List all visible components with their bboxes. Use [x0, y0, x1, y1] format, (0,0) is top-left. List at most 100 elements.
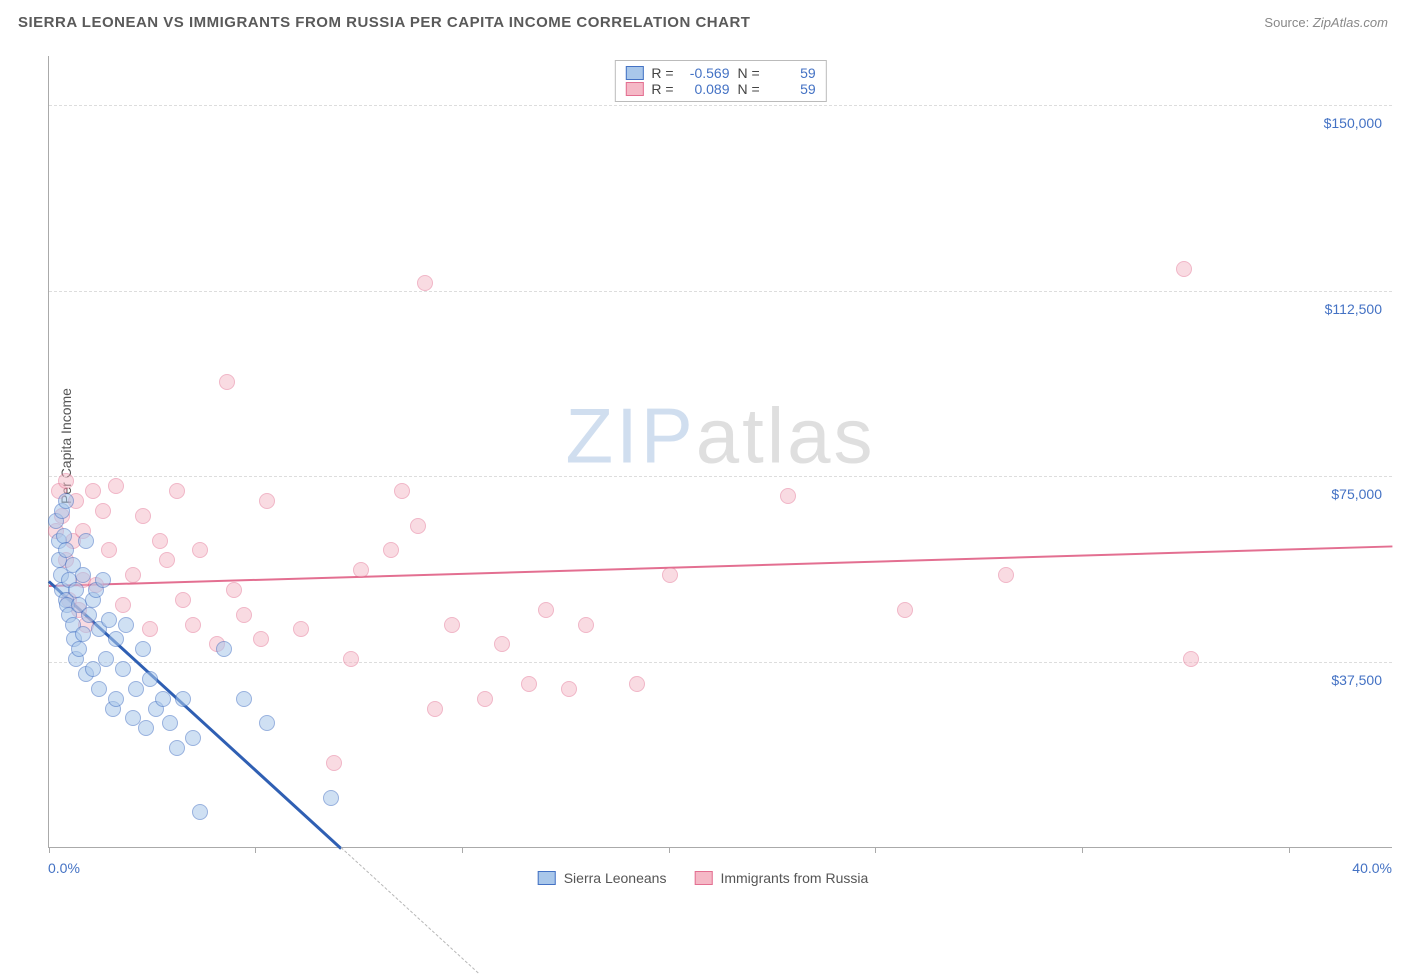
gridline-h	[49, 291, 1392, 292]
legend: Sierra Leoneans Immigrants from Russia	[538, 870, 869, 886]
data-point-sierra	[68, 582, 84, 598]
data-point-sierra	[216, 641, 232, 657]
stat-r-value: 0.089	[682, 81, 730, 97]
data-point-sierra	[56, 528, 72, 544]
data-point-russia	[259, 493, 275, 509]
stat-r-label: R =	[651, 65, 673, 81]
data-point-russia	[192, 542, 208, 558]
data-point-sierra	[135, 641, 151, 657]
y-tick-label: $112,500	[1325, 301, 1382, 317]
data-point-russia	[561, 681, 577, 697]
data-point-russia	[538, 602, 554, 618]
data-point-sierra	[75, 567, 91, 583]
data-point-sierra	[128, 681, 144, 697]
data-point-russia	[383, 542, 399, 558]
data-point-russia	[58, 473, 74, 489]
data-point-russia	[152, 533, 168, 549]
data-point-russia	[125, 567, 141, 583]
stat-swatch	[625, 66, 643, 80]
data-point-russia	[135, 508, 151, 524]
source-label: Source:	[1264, 15, 1309, 30]
data-point-russia	[629, 676, 645, 692]
data-point-sierra	[323, 790, 339, 806]
x-axis-max-label: 40.0%	[1352, 860, 1392, 876]
data-point-sierra	[142, 671, 158, 687]
data-point-russia	[1183, 651, 1199, 667]
y-tick-label: $75,000	[1331, 486, 1382, 502]
data-point-russia	[427, 701, 443, 717]
data-point-russia	[95, 503, 111, 519]
data-point-sierra	[98, 651, 114, 667]
data-point-russia	[108, 478, 124, 494]
data-point-russia	[417, 275, 433, 291]
legend-swatch	[538, 871, 556, 885]
correlation-stat-box: R =-0.569N =59R =0.089N =59	[614, 60, 826, 102]
data-point-russia	[343, 651, 359, 667]
legend-swatch	[694, 871, 712, 885]
data-point-sierra	[108, 631, 124, 647]
x-tick	[669, 847, 670, 853]
data-point-russia	[185, 617, 201, 633]
x-tick	[1289, 847, 1290, 853]
stat-r-label: R =	[651, 81, 673, 97]
data-point-russia	[236, 607, 252, 623]
x-tick	[462, 847, 463, 853]
data-point-russia	[326, 755, 342, 771]
data-point-russia	[897, 602, 913, 618]
data-point-sierra	[236, 691, 252, 707]
chart-area: ZIPatlas R =-0.569N =59R =0.089N =59 $37…	[48, 56, 1392, 848]
data-point-russia	[998, 567, 1014, 583]
data-point-sierra	[169, 740, 185, 756]
data-point-russia	[353, 562, 369, 578]
y-tick-label: $37,500	[1331, 672, 1382, 688]
regression-line	[49, 545, 1392, 587]
data-point-sierra	[81, 607, 97, 623]
watermark-rest: atlas	[696, 391, 876, 479]
data-point-russia	[494, 636, 510, 652]
data-point-russia	[521, 676, 537, 692]
x-tick	[255, 847, 256, 853]
data-point-russia	[101, 542, 117, 558]
data-point-russia	[159, 552, 175, 568]
data-point-russia	[578, 617, 594, 633]
data-point-sierra	[108, 691, 124, 707]
source-value: ZipAtlas.com	[1313, 15, 1388, 30]
legend-label: Immigrants from Russia	[720, 870, 868, 886]
legend-label: Sierra Leoneans	[564, 870, 667, 886]
data-point-russia	[293, 621, 309, 637]
data-point-sierra	[58, 542, 74, 558]
data-point-sierra	[101, 612, 117, 628]
stat-row-russia: R =0.089N =59	[625, 81, 815, 97]
stat-n-label: N =	[738, 81, 760, 97]
data-point-sierra	[162, 715, 178, 731]
data-point-russia	[226, 582, 242, 598]
data-point-sierra	[175, 691, 191, 707]
data-point-russia	[477, 691, 493, 707]
data-point-russia	[394, 483, 410, 499]
watermark-zip: ZIP	[565, 391, 695, 479]
x-tick	[1082, 847, 1083, 853]
data-point-sierra	[115, 661, 131, 677]
legend-item-russia: Immigrants from Russia	[694, 870, 868, 886]
gridline-h	[49, 476, 1392, 477]
data-point-russia	[253, 631, 269, 647]
data-point-sierra	[155, 691, 171, 707]
data-point-russia	[1176, 261, 1192, 277]
y-tick-label: $150,000	[1324, 115, 1382, 131]
regression-line	[341, 847, 479, 974]
data-point-sierra	[118, 617, 134, 633]
data-point-sierra	[75, 626, 91, 642]
data-point-russia	[142, 621, 158, 637]
stat-n-value: 59	[768, 65, 816, 81]
stat-n-label: N =	[738, 65, 760, 81]
x-tick	[49, 847, 50, 853]
data-point-sierra	[185, 730, 201, 746]
data-point-russia	[175, 592, 191, 608]
watermark: ZIPatlas	[565, 390, 875, 481]
gridline-h	[49, 105, 1392, 106]
data-point-sierra	[78, 533, 94, 549]
data-point-russia	[219, 374, 235, 390]
data-point-russia	[780, 488, 796, 504]
stat-r-value: -0.569	[682, 65, 730, 81]
data-point-russia	[85, 483, 101, 499]
